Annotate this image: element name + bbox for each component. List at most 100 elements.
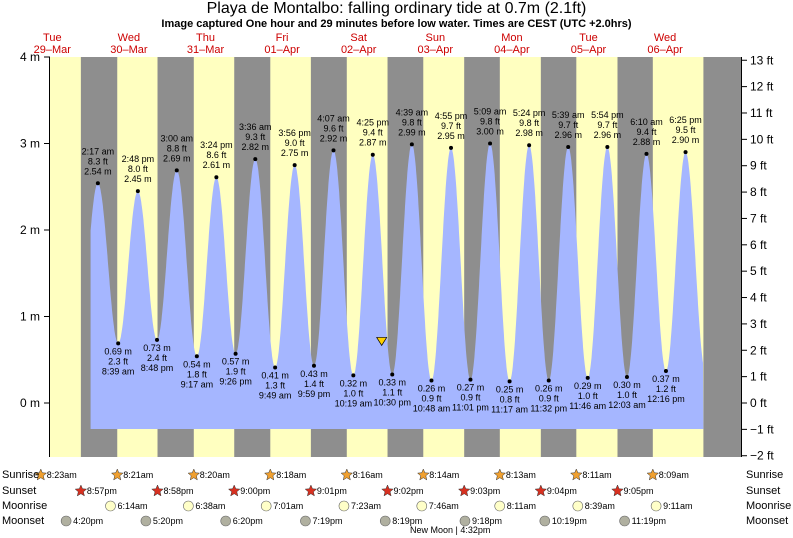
day-weekday: Thu <box>196 32 215 44</box>
low-tide-label: 11:32 pm <box>530 404 567 414</box>
high-tide-label: 3:36 am <box>239 122 272 132</box>
high-tide-label: 2.54 m <box>84 166 112 176</box>
sunrise-row-label: Sunrise <box>2 469 40 481</box>
moonset-time: 4:20pm <box>73 516 104 526</box>
moonset-time: 8:19pm <box>392 516 423 526</box>
page-subtitle: Image captured One hour and 29 minutes b… <box>161 18 632 30</box>
low-tide-dot <box>233 351 238 356</box>
moonset-time: 10:19pm <box>551 516 587 526</box>
sunrise-icon <box>187 468 201 481</box>
sunset-time: 9:01pm <box>316 486 347 496</box>
sunrise-time: 8:16am <box>352 470 383 480</box>
high-tide-dot <box>174 168 179 173</box>
high-tide-label: 9.0 ft <box>285 138 306 148</box>
high-tide-label: 2.69 m <box>163 153 191 163</box>
low-tide-label: 9:49 am <box>259 391 292 401</box>
moonrise-time: 7:46am <box>428 501 459 511</box>
low-tide-label: 0.29 m <box>574 381 602 391</box>
low-tide-label: 0.25 m <box>496 384 524 394</box>
sunrise-icon <box>263 468 277 481</box>
high-tide-label: 6:10 am <box>630 117 663 127</box>
low-tide-dot <box>546 378 551 383</box>
moonrise-icon <box>260 500 272 512</box>
moonset-row-label: Moonset <box>2 515 45 527</box>
high-tide-dot <box>449 145 454 150</box>
moonrise-row-label: Moonrise <box>2 500 48 512</box>
low-tide-label: 10:19 am <box>335 398 373 408</box>
sunset-time: 8:58pm <box>163 486 194 496</box>
moonrise-icon <box>494 500 506 512</box>
low-tide-label: 0.27 m <box>457 383 485 393</box>
sunset-icon <box>381 484 394 497</box>
low-tide-label: 0.32 m <box>340 378 368 388</box>
sunset-time: 9:00pm <box>240 486 271 496</box>
sunrise-icon <box>493 468 507 481</box>
moonrise-time: 9:11am <box>663 501 693 511</box>
high-tide-label: 2.99 m <box>398 127 426 137</box>
day-date: 29–Mar <box>33 44 71 56</box>
day-weekday: Wed <box>117 32 141 44</box>
low-tide-label: 1.0 ft <box>617 390 638 400</box>
high-tide-dot <box>644 151 649 156</box>
low-tide-dot <box>390 372 395 377</box>
low-tide-label: 1.0 ft <box>343 388 364 398</box>
sunset-time: 9:04pm <box>546 486 577 496</box>
low-tide-label: 0.73 m <box>143 343 171 353</box>
day-date: 02–Apr <box>340 44 377 56</box>
high-tide-dot <box>95 181 100 186</box>
moonrise-icon <box>338 500 350 512</box>
right-tick-label: 5 ft <box>750 264 767 278</box>
day-weekday: Mon <box>501 32 523 44</box>
high-tide-label: 2.92 m <box>320 133 348 143</box>
day-label: Sat 02–Apr <box>319 32 399 56</box>
high-tide-label: 8.6 ft <box>206 150 227 160</box>
page-title: Playa de Montalbo: falling ordinary tide… <box>206 0 587 17</box>
sunset-row-label: Sunset <box>746 485 781 497</box>
day-label: Sun 03–Apr <box>395 32 475 56</box>
low-tide-label: 8:48 pm <box>141 363 174 373</box>
high-tide-label: 9.3 ft <box>245 132 266 142</box>
low-tide-label: 0.9 ft <box>460 393 481 403</box>
day-date: 30–Mar <box>110 44 148 56</box>
moonrise-row-label: Moonrise <box>746 500 792 512</box>
day-label: Thu 31–Mar <box>166 32 246 56</box>
high-tide-dot <box>292 163 297 168</box>
high-tide-label: 4:25 pm <box>357 118 390 128</box>
high-tide-label: 8.8 ft <box>167 143 188 153</box>
sunrise-time: 8:09am <box>658 470 689 480</box>
low-tide-label: 10:48 am <box>413 404 451 414</box>
sunset-icon <box>457 484 471 497</box>
moonset-time: 7:19pm <box>312 516 343 526</box>
sunrise-icon <box>110 468 124 481</box>
sunrise-time: 8:11am <box>582 470 612 480</box>
high-tide-label: 2:17 am <box>82 146 115 156</box>
high-tide-label: 9.6 ft <box>323 123 344 133</box>
high-tide-dot <box>135 189 140 194</box>
day-date: 04–Apr <box>494 44 530 56</box>
moonrise-time: 7:01am <box>273 501 304 511</box>
low-tide-label: 0.9 ft <box>539 394 560 404</box>
sunrise-time: 8:21am <box>123 470 154 480</box>
high-tide-label: 5:54 pm <box>591 110 624 120</box>
low-tide-label: 0.43 m <box>300 369 328 379</box>
right-tick-label: 9 ft <box>750 159 767 173</box>
high-tide-label: 2.95 m <box>437 131 465 141</box>
high-tide-label: 2.45 m <box>124 174 152 184</box>
high-tide-label: 5:39 am <box>552 110 585 120</box>
moonrise-time: 8:39am <box>584 501 615 511</box>
axes: 4 m 3 m 2 m 1 m 0 m 13 ft 12 ft 11 ft 10 ft 9 ft 8… <box>20 50 774 463</box>
moonset-icon <box>459 515 471 527</box>
sunrise-time: 8:20am <box>199 470 230 480</box>
current-tide-marker <box>376 337 388 347</box>
low-tide-label: 11:17 am <box>491 404 528 414</box>
sunset-time: 9:02pm <box>393 486 424 496</box>
high-tide-label: 5:09 am <box>474 107 507 117</box>
moonset-time: 9:18pm <box>471 516 502 526</box>
water-area <box>90 143 704 429</box>
high-tide-dot <box>214 175 219 180</box>
moonset-icon <box>220 515 232 527</box>
right-tick-label: −2 ft <box>750 449 774 463</box>
high-tide-label: 9.4 ft <box>636 127 657 137</box>
high-tide-label: 2.98 m <box>515 128 543 138</box>
moonset-time: 5:20pm <box>152 516 183 526</box>
